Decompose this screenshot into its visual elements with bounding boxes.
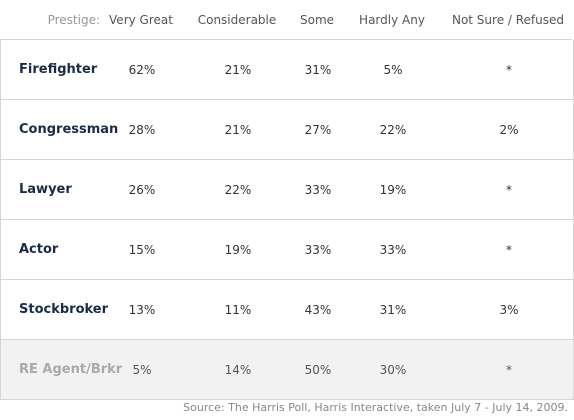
value-cell: 3% [499, 302, 519, 317]
value-cell: 15% [128, 242, 156, 257]
header-cell: Not Sure / Refused [451, 12, 565, 27]
value-cell: 11% [224, 302, 252, 317]
source-note: Source: The Harris Poll, Harris Interact… [183, 401, 568, 414]
value-cell: * [506, 242, 512, 257]
value-cell: 14% [224, 362, 252, 377]
header-cell: Some [299, 12, 335, 27]
value-cell: 27% [304, 122, 332, 137]
header-row: Prestige: Very Great Considerable Some Hardl… [0, 0, 572, 40]
value-cell: 43% [304, 302, 332, 317]
table-row: Stockbroker 13% 11% 43% 31% 3% [0, 280, 574, 340]
value-cell: 31% [304, 62, 332, 77]
value-cell: 22% [224, 182, 252, 197]
header-cell: Considerable [197, 12, 277, 27]
table-row: Firefighter 62% 21% 31% 5% * [0, 40, 574, 100]
value-cell: 33% [304, 242, 332, 257]
table-row: RE Agent/Brkr 5% 14% 50% 30% * [0, 340, 574, 400]
value-cell: 33% [304, 182, 332, 197]
row-label: Actor [19, 242, 59, 257]
prestige-table: Prestige: Very Great Considerable Some Hardl… [0, 0, 574, 400]
value-cell: 13% [128, 302, 156, 317]
value-cell: * [506, 182, 512, 197]
value-cell: 28% [128, 122, 156, 137]
value-cell: 5% [132, 362, 152, 377]
value-cell: 19% [379, 182, 407, 197]
header-cell: Very Great [109, 12, 173, 27]
value-cell: 62% [128, 62, 156, 77]
value-cell: * [506, 362, 512, 377]
table-row: Congressman 28% 21% 27% 22% 2% [0, 100, 574, 160]
value-cell: 2% [499, 122, 519, 137]
value-cell: 50% [304, 362, 332, 377]
table-row: Actor 15% 19% 33% 33% * [0, 220, 574, 280]
value-cell: 31% [379, 302, 407, 317]
value-cell: 33% [379, 242, 407, 257]
value-cell: * [506, 62, 512, 77]
header-cell: Prestige: [47, 12, 100, 27]
row-label: Lawyer [19, 182, 72, 197]
header-cell: Hardly Any [359, 12, 425, 27]
value-cell: 21% [224, 122, 252, 137]
value-cell: 22% [379, 122, 407, 137]
value-cell: 21% [224, 62, 252, 77]
value-cell: 19% [224, 242, 252, 257]
row-label: Firefighter [19, 62, 98, 77]
value-cell: 26% [128, 182, 156, 197]
value-cell: 5% [383, 62, 403, 77]
table-row: Lawyer 26% 22% 33% 19% * [0, 160, 574, 220]
value-cell: 30% [379, 362, 407, 377]
row-label: Stockbroker [19, 302, 109, 317]
row-label: Congressman [19, 122, 119, 137]
row-label: RE Agent/Brkr [19, 362, 123, 377]
